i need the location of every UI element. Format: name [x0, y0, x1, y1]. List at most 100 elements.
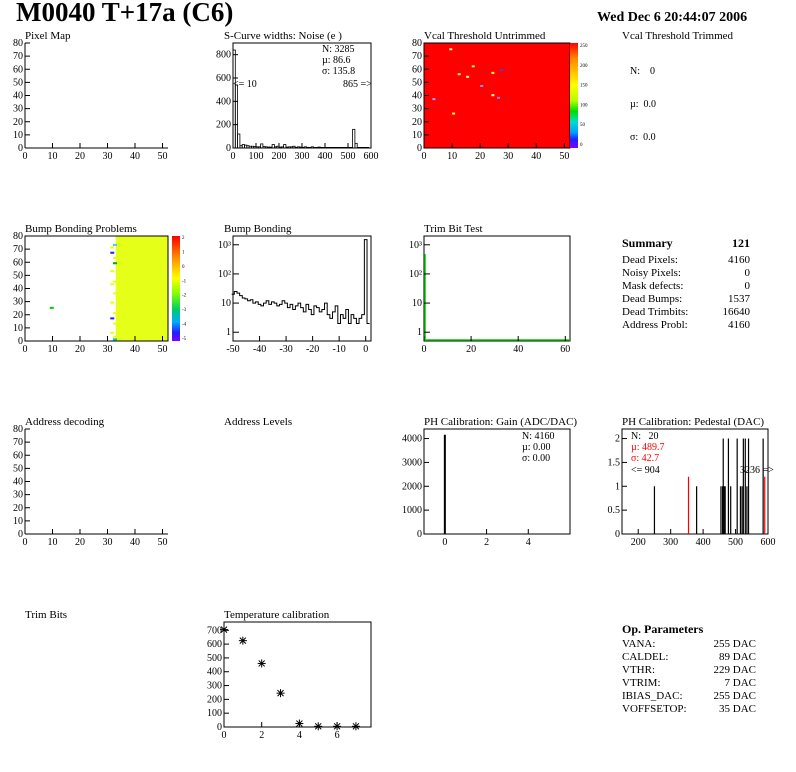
vcal-pixel-spot [499, 69, 503, 72]
panel-title-trim-bit-test: Trim Bit Test [424, 223, 483, 235]
op-param-label: VTHR: [622, 664, 655, 676]
panel-title-vcal-untrimmed: Vcal Threshold Untrimmed [424, 30, 546, 42]
trim-bit-x-tick-label: 20 [466, 344, 476, 355]
bump-pixel-spot [49, 306, 54, 309]
temperature-point [257, 659, 266, 668]
bump-zscale-label: -3 [182, 308, 187, 313]
bump-pixel-spot [110, 251, 115, 254]
op-param-label: VOFFSETOP: [622, 703, 687, 715]
bump-zscale-label: -4 [182, 323, 187, 328]
scurve-x-tick-label: 600 [364, 151, 379, 162]
bump-bonding-y-tick-label: 10³ [218, 240, 231, 251]
trim-bit-y-tick-label: 1 [417, 327, 422, 338]
vcal-zscale-label: 150 [580, 84, 588, 89]
address-decoding-y-tick-label: 80 [13, 424, 23, 435]
temperature-x-tick-label: 2 [259, 730, 264, 741]
summary-panel: Summary 121 Dead Pixels: 4160 Noisy Pixels… [622, 236, 750, 332]
scurve-y-tick-label: 600 [216, 73, 231, 84]
address-decoding-x-tick-label: 0 [23, 537, 28, 548]
temperature-point-d2 [352, 722, 360, 730]
bump-bonding-x-tick-label: -10 [332, 344, 345, 355]
pixel-map-x-tick-label: 10 [48, 151, 58, 162]
scurve-bar [271, 144, 275, 149]
bump-zscale-label: 0 [182, 265, 185, 270]
op-param-row: CALDEL: 89 DAC [622, 651, 756, 664]
ph-gain-y-tick-label: 0 [417, 529, 422, 540]
ph-gain-bar [443, 434, 446, 534]
temperature-point-d2 [220, 626, 228, 633]
bump-problems-y-tick-label: 80 [13, 231, 23, 242]
bump-problems-x-tick-label: 0 [23, 344, 28, 355]
temperature-y-tick-label: 100 [207, 708, 222, 719]
ph-gain-x-tick-label: 4 [526, 537, 531, 548]
bump-bonding-x-tick-label: 0 [363, 344, 368, 355]
bump-problems-y-tick-label: 70 [13, 244, 23, 255]
vcal-y-tick-label: 30 [412, 104, 422, 115]
address-decoding-x-tick-label: 10 [48, 537, 58, 548]
summary-row: Dead Bumps: 1537 [622, 293, 750, 306]
bump-problems-y-tick-label: 20 [13, 310, 23, 321]
pixel-map-y-tick-label: 0 [18, 143, 23, 154]
trim-bit-frame [423, 235, 571, 342]
op-param-row: VTHR: 229 DAC [622, 664, 756, 677]
temperature-y-tick-label: 600 [207, 639, 222, 650]
bump-bonding-y-tick-label: 10² [218, 269, 231, 280]
trim-bit-x-tick-label: 40 [513, 344, 523, 355]
temperature-y-tick-label: 400 [207, 667, 222, 678]
vcal-x-tick-label: 0 [422, 151, 427, 162]
op-param-row: IBIAS_DAC: 255 DAC [622, 690, 756, 703]
summary-label: Mask defects: [622, 280, 684, 292]
bump-bonding-histogram [231, 239, 370, 324]
bump-problems-y-tick-label: 60 [13, 257, 23, 268]
vcal-trimmed-stats: N: 0 µ: 0.0 σ: 0.0 [630, 44, 656, 154]
panel-title-trim-bits: Trim Bits [25, 609, 68, 621]
panel-title-vcal-trimmed: Vcal Threshold Trimmed [622, 30, 734, 42]
ph-pedestal-underflow: <= 904 [631, 465, 660, 476]
trim-bit-x-tick-label: 0 [422, 344, 427, 355]
bump-problems-x-tick-label: 50 [158, 344, 168, 355]
bump-heatmap-fill [115, 236, 168, 341]
trim-bit-x-tick-label: 60 [560, 344, 570, 355]
address-decoding-y-tick-label: 10 [13, 516, 23, 527]
bump-zscale-label: -2 [182, 294, 187, 299]
ph-gain-frame [423, 428, 571, 535]
summary-row: Address Probl: 4160 [622, 319, 750, 332]
pixel-map-y-tick-label: 70 [13, 51, 23, 62]
op-param-value: 229 DAC [713, 664, 756, 676]
ph-gain-stat-sigma: σ: 0.00 [522, 453, 551, 464]
vcal-x-tick-label: 10 [447, 151, 457, 162]
vcal-pixel-spot [480, 85, 484, 87]
bump-pixel-spot [113, 257, 117, 259]
ph-pedestal-x-tick-label: 300 [663, 537, 678, 548]
ph-gain-stat-n: N: 4160 [522, 431, 555, 442]
op-param-value: 89 DAC [719, 651, 756, 663]
summary-label: Address Probl: [622, 319, 688, 331]
ph-pedestal-frame [621, 428, 769, 535]
ph-pedestal-y-tick-label: 0.5 [608, 505, 621, 516]
scurve-bar [283, 144, 287, 149]
address-decoding-y-tick-label: 0 [18, 529, 23, 540]
summary-row: Dead Pixels: 4160 [622, 254, 750, 267]
bump-pixel-spot [110, 331, 115, 334]
panel-title-address-decoding: Address decoding [25, 416, 105, 428]
vcal-y-tick-label: 40 [412, 91, 422, 102]
pixel-map-x-tick-label: 40 [130, 151, 140, 162]
scurve-y-tick-label: 200 [216, 120, 231, 131]
vcal-pixel-spot [491, 71, 495, 74]
scurve-bar [237, 133, 241, 149]
op-params-title: Op. Parameters [622, 622, 704, 636]
bump-bonding-x-tick-label: -30 [279, 344, 292, 355]
bump-pixel-spot [113, 262, 117, 265]
scurve-x-tick-label: 300 [295, 151, 310, 162]
summary-value: 4160 [728, 254, 750, 266]
panel-title-temperature: Temperature calibration [224, 609, 330, 621]
ph-gain-y-tick-label: 4000 [402, 434, 422, 445]
temperature-frame [223, 621, 372, 728]
ph-pedestal-stat-mu: µ: 489.7 [631, 442, 665, 453]
bump-pixel-spot [113, 292, 117, 295]
bump-bonding-x-tick-label: -20 [306, 344, 319, 355]
address-decoding-x-tick-label: 40 [130, 537, 140, 548]
scurve-y-tick-label: 400 [216, 96, 231, 107]
temperature-y-tick-label: 700 [207, 625, 222, 636]
bump-pixel-spot [113, 312, 117, 315]
